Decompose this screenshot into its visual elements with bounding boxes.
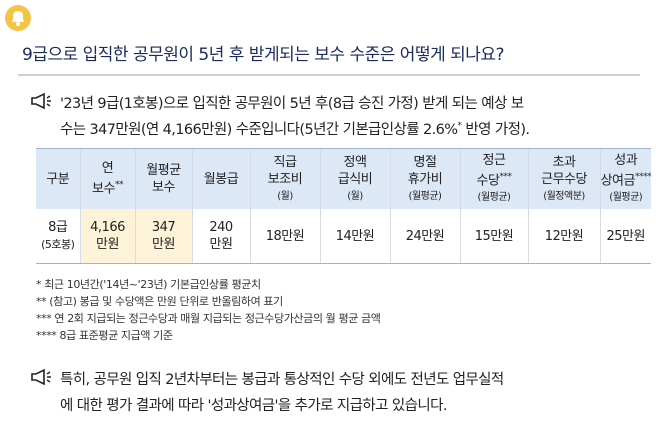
title: 9급으로 입직한 공무원이 5년 후 받게되는 보수 수준은 어떻게 되나요? <box>22 45 505 65</box>
header-cell: 명절 휴가비 (월평균) <box>389 148 460 209</box>
header-cell: 직급 보조비 (월) <box>249 148 320 209</box>
cell-text: 15만원 <box>474 228 514 244</box>
footnote: ** (참고) 봉급 및 수당액은 만원 단위로 반올림하여 표기 <box>36 295 283 308</box>
header-text: 명절 <box>391 154 460 171</box>
header-cell: 연 보수** <box>79 148 135 209</box>
cell-text: 24만원 <box>405 228 445 244</box>
body-cell: 240 만원 <box>191 209 250 264</box>
cell-text: 8급 <box>48 220 68 235</box>
megaphone-icon <box>31 92 51 110</box>
divider <box>18 74 640 76</box>
header-text: 휴가비 <box>407 171 443 187</box>
header-note: (월평균) <box>477 192 511 204</box>
header-text: 월평균 <box>146 163 181 178</box>
header-text: 보수 <box>152 180 175 195</box>
header-text: 근무수당 <box>529 171 600 188</box>
header-note: (월평균) <box>609 192 643 204</box>
header-text: 월평균 <box>136 162 192 179</box>
header-text: 성과 <box>614 152 638 168</box>
header-text: 정액 <box>343 154 367 170</box>
header-text: 성과 <box>601 152 652 169</box>
header-text: 직급 <box>273 154 297 170</box>
header-note: (월) <box>347 190 363 202</box>
header-text: 보수 <box>92 181 115 197</box>
intro-text: 수는 347만원(연 4,166만원) 수준입니다(5년간 기본급인상률 2.6… <box>60 122 458 138</box>
body-cell: 347 만원 <box>134 209 192 264</box>
body-cell: 14만원 <box>319 209 390 264</box>
cell-text: 만원 <box>152 237 175 252</box>
header-text: 정근 <box>461 152 528 169</box>
header-text: 급식비 <box>337 171 373 187</box>
header-text: 직급 <box>251 154 320 171</box>
body-row: 8급 (5호봉) 4,166 만원 347 만원 240 만원 18만원 14만원 24만원 15만원… <box>36 209 651 264</box>
header-text: 초과 <box>552 154 576 170</box>
header-text: 연 <box>101 161 114 177</box>
footnote: * 최근 10년간('14년~'23년) 기본급인상률 평균치 <box>36 278 261 291</box>
header-text: 구분 <box>46 171 70 187</box>
cell-text: 4,166 <box>90 220 125 235</box>
footnote: *** 연 2회 지급되는 정근수당과 매월 지급되는 정근수당가산금의 월 평… <box>36 312 381 325</box>
header-text: 구분 <box>36 171 80 188</box>
body-cell: 4,166 만원 <box>79 209 135 264</box>
bell-icon <box>5 5 31 31</box>
megaphone-icon <box>31 368 51 386</box>
header-text: 휴가비 <box>391 171 460 188</box>
header-text: 정액 <box>321 154 390 171</box>
cell-text: 347 <box>151 220 176 235</box>
header-cell: 월봉급 <box>191 148 250 209</box>
header-note: (월) <box>277 190 293 202</box>
intro-text: 반영 가정). <box>461 122 530 138</box>
footnote-mark: * <box>457 121 462 132</box>
cell-text: 만원 <box>96 237 119 252</box>
header-text: 정근 <box>482 152 506 168</box>
body-cell: 24만원 <box>389 209 460 264</box>
header-cell: 성과 상여금**** (월평균) <box>599 148 652 209</box>
header-text: 보조비 <box>251 171 320 188</box>
header-row: 구분 연 보수** 월평균 보수 월봉급 직급 보조비 (월) 정액 급식비 (월) 명절 휴가비 (월평균… <box>36 148 652 209</box>
body-cell: 8급 (5호봉) <box>36 209 80 264</box>
header-text: 명절 <box>413 154 437 170</box>
header-cell: 초과 근무수당 (월정액분) <box>527 148 600 209</box>
footnote-mark: ** <box>114 180 124 191</box>
intro-line: 수는 347만원(연 4,166만원) 수준입니다(5년간 기본급인상률 2.6… <box>60 118 530 139</box>
cell-text: 만원 <box>209 237 233 252</box>
header-text: 수당 <box>476 173 500 189</box>
body-cell: 25만원 <box>599 209 651 264</box>
footnote-mark: *** <box>499 171 512 182</box>
cell-text: 14만원 <box>335 228 375 244</box>
cell-text: 18만원 <box>265 228 305 244</box>
footnote: **** 8급 표준평균 지급액 기준 <box>36 329 173 342</box>
header-cell: 구분 <box>36 148 80 209</box>
header-text: 근무수당 <box>541 171 587 187</box>
header-text: 월봉급 <box>203 171 239 187</box>
header-note: (월평균) <box>408 190 442 202</box>
body-cell: 18만원 <box>249 209 320 264</box>
header-cell: 정근 수당*** (월평균) <box>459 148 528 209</box>
intro-line: '23년 9급(1호봉)으로 입직한 공무원이 5년 후(8급 승진 가정) 받… <box>60 96 524 112</box>
cell-text: 12만원 <box>544 228 584 244</box>
header-cell: 정액 급식비 (월) <box>319 148 390 209</box>
footnote-mark: **** <box>634 171 652 182</box>
closing-line: 특히, 공무원 입직 2년차부터는 봉급과 통상적인 수당 외에도 전년도 업무… <box>60 372 504 388</box>
header-text: 상여금**** <box>601 169 652 189</box>
cell-text: 25만원 <box>606 228 646 244</box>
header-text: 상여금 <box>600 173 636 189</box>
body-cell: 15만원 <box>459 209 528 264</box>
header-text: 보조비 <box>267 171 303 187</box>
header-text: 보수** <box>81 177 135 197</box>
header-text: 월봉급 <box>193 171 250 188</box>
body-cell: 12만원 <box>527 209 600 264</box>
header-text: 수당*** <box>461 169 528 189</box>
header-text: 초과 <box>529 154 600 171</box>
header-note: (월정액분) <box>543 190 585 202</box>
closing-line: 에 대한 평가 결과에 따라 '성과상여금'을 추가로 지급하고 있습니다. <box>60 398 447 414</box>
pay-table: 구분 연 보수** 월평균 보수 월봉급 직급 보조비 (월) 정액 급식비 (월) 명절 휴가비 (월평균… <box>36 148 651 264</box>
header-text: 급식비 <box>321 171 390 188</box>
cell-text: (5호봉) <box>41 238 75 251</box>
header-text: 보수 <box>136 179 192 196</box>
cell-text: 240 <box>209 220 233 235</box>
header-text: 연 <box>81 160 135 177</box>
